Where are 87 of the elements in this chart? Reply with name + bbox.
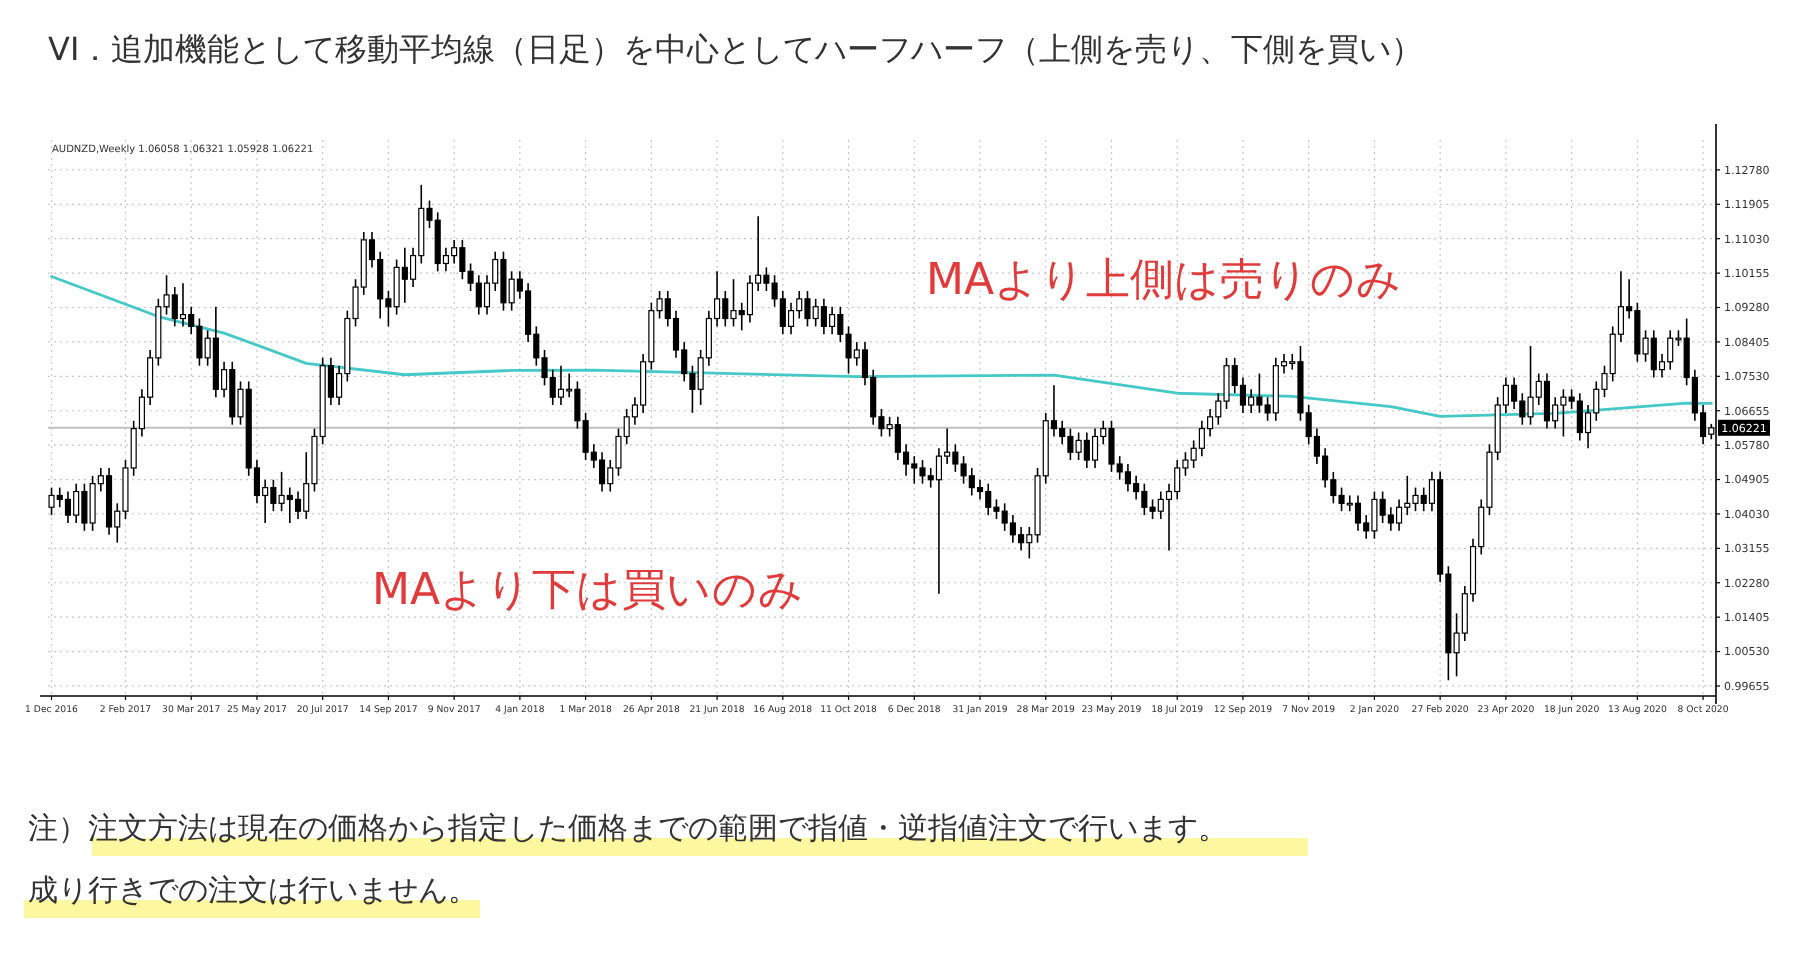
- candlestick: [1379, 490, 1386, 524]
- candlestick: [1543, 372, 1551, 430]
- candlestick: [993, 498, 1000, 520]
- candlestick: [787, 301, 795, 336]
- candlestick: [1412, 486, 1419, 512]
- candlestick: [1371, 490, 1378, 540]
- candlestick: [722, 290, 729, 328]
- candlestick: [911, 455, 918, 485]
- candlestick: [64, 490, 72, 524]
- candlestick: [179, 282, 187, 328]
- candlestick: [1198, 419, 1205, 457]
- candlestick: [960, 455, 967, 485]
- candlestick: [48, 486, 55, 516]
- candlestick: [81, 482, 88, 532]
- candlestick: [1067, 427, 1074, 461]
- candlestick: [229, 360, 236, 426]
- candlestick: [286, 486, 293, 524]
- candlestick: [1387, 506, 1394, 532]
- candlestick: [1149, 498, 1156, 520]
- candlestick: [1511, 376, 1518, 410]
- candlestick: [820, 298, 827, 336]
- candlestick: [1157, 490, 1164, 520]
- candlestick: [952, 443, 959, 473]
- annotation: MAより上側は売りのみ: [926, 256, 1403, 306]
- candlestick: [171, 286, 178, 328]
- candlestick: [1141, 482, 1148, 516]
- candlestick: [451, 239, 458, 265]
- candlestick: [500, 250, 507, 312]
- candlestick: [796, 290, 803, 320]
- candlestick: [1075, 431, 1082, 461]
- candlestick: [393, 258, 400, 316]
- candlestick: [1420, 486, 1427, 512]
- candlestick: [270, 478, 277, 512]
- candlestick: [598, 451, 606, 493]
- candlestick: [804, 290, 811, 328]
- candlestick: [1272, 357, 1279, 422]
- candlestick: [779, 290, 786, 336]
- candlestick: [1354, 494, 1362, 532]
- candlestick: [459, 239, 466, 280]
- candlestick: [1519, 392, 1526, 426]
- candlestick: [1650, 329, 1657, 379]
- candlestick: [829, 305, 836, 336]
- candlestick: [434, 211, 441, 273]
- candlestick: [1634, 301, 1641, 363]
- candlestick: [1560, 388, 1567, 438]
- candlestick: [278, 471, 285, 512]
- candlestick: [968, 467, 975, 497]
- candlestick: [935, 447, 942, 595]
- candlestick: [1404, 475, 1411, 516]
- candlestick: [1396, 498, 1403, 532]
- candlestick: [401, 246, 408, 304]
- candlestick: [985, 482, 992, 516]
- candlestick: [1124, 463, 1131, 493]
- candlestick: [1018, 526, 1025, 552]
- candlestick: [56, 486, 63, 509]
- candlestick: [1108, 419, 1115, 473]
- candlestick: [1223, 357, 1230, 410]
- candlestick: [976, 478, 984, 501]
- candlestick: [557, 364, 565, 406]
- candlestick: [73, 482, 80, 524]
- chart-title: VI．追加機能として移動平均線（日足）を中心としてハーフハーフ（上側を売り、下側を買い）: [48, 30, 1424, 68]
- candlestick: [1133, 475, 1140, 501]
- candlestick: [763, 266, 770, 292]
- candlestick: [1527, 345, 1534, 426]
- candlestick: [1059, 419, 1066, 446]
- candlestick: [1248, 388, 1255, 414]
- candlestick: [475, 274, 482, 316]
- candlestick: [1083, 431, 1090, 469]
- text: 成り行きでの注文は行いません。: [28, 872, 478, 908]
- candlestick: [89, 475, 96, 532]
- candlestick: [812, 298, 819, 328]
- candlestick: [1667, 329, 1674, 371]
- candlestick: [1009, 514, 1016, 544]
- candlestick: [1576, 392, 1583, 442]
- candlestick: [1001, 502, 1008, 532]
- text: 注）注文方法は現在の価格から指定した価格までの範囲で指値・逆指値注文で行います。: [28, 810, 1228, 846]
- candlestick: [894, 416, 901, 461]
- candlestick: [730, 278, 737, 328]
- candlestick: [1091, 427, 1099, 469]
- annotation: MAより下は買いのみ: [372, 566, 805, 616]
- candlestick: [1174, 459, 1181, 501]
- candlestick: [1338, 486, 1345, 512]
- candlestick: [1256, 372, 1263, 414]
- candlestick: [919, 459, 926, 485]
- candlestick: [746, 274, 754, 324]
- candlestick: [196, 317, 203, 367]
- candlestick: [294, 490, 302, 520]
